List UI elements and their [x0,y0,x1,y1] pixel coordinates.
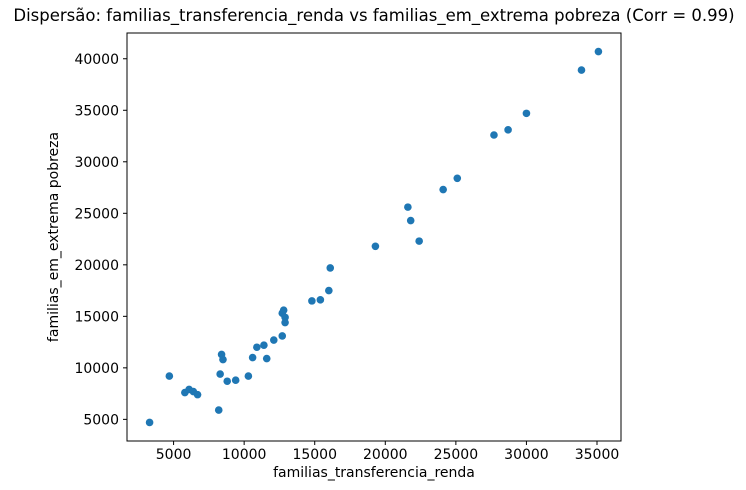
plot-area: 5000 10000 15000 20000 25000 30000 35000 5000 10… [74,32,622,463]
x-tick-label: 25000 [434,447,479,463]
x-axis-label: familias_transferencia_renda [273,465,475,481]
data-point [406,216,415,225]
y-tick-label: 25000 [74,206,119,222]
data-point [504,126,512,134]
data-point [193,390,202,399]
data-point [278,332,287,340]
y-tick-label: 30000 [74,155,119,171]
data-point [165,372,174,380]
data-point [326,264,335,272]
y-tick-label: 10000 [74,361,119,377]
data-point [308,297,316,305]
data-point [231,376,240,385]
data-point [244,372,253,380]
y-tick-label: 15000 [74,309,119,325]
y-tick-label: 35000 [74,103,119,119]
y-tick-label: 40000 [74,52,119,68]
x-tick-label: 35000 [575,447,620,463]
data-point [223,377,232,386]
data-point [522,109,531,118]
x-tick-label: 20000 [363,447,408,463]
data-point [253,343,261,352]
data-point [325,286,333,295]
data-point [594,47,603,56]
data-point [279,306,288,314]
data-point [219,355,227,364]
data-point [439,185,447,194]
data-point [371,242,380,251]
data-point [490,131,498,139]
data-point [281,318,289,327]
data-point [262,354,271,363]
data-point [216,370,224,378]
y-axis-label: familias_em_extrema pobreza [46,132,62,342]
data-point [269,336,278,344]
data-point [415,237,423,245]
x-tick-label: 15000 [292,447,337,463]
data-point [248,353,257,362]
data-point [145,418,154,427]
x-tick-label: 30000 [504,447,549,463]
chart-title: Dispersão: familias_transferencia_renda … [13,6,734,26]
y-tick-label: 5000 [83,412,119,428]
x-tick-label: 5000 [156,447,192,463]
data-point [214,406,223,414]
data-point [577,66,586,74]
data-point [453,174,462,183]
y-tick-label: 20000 [74,258,119,274]
data-point [260,341,268,349]
x-tick-label: 10000 [222,447,267,463]
axes-frame [126,32,622,442]
data-point [404,203,412,211]
data-point [316,296,325,304]
